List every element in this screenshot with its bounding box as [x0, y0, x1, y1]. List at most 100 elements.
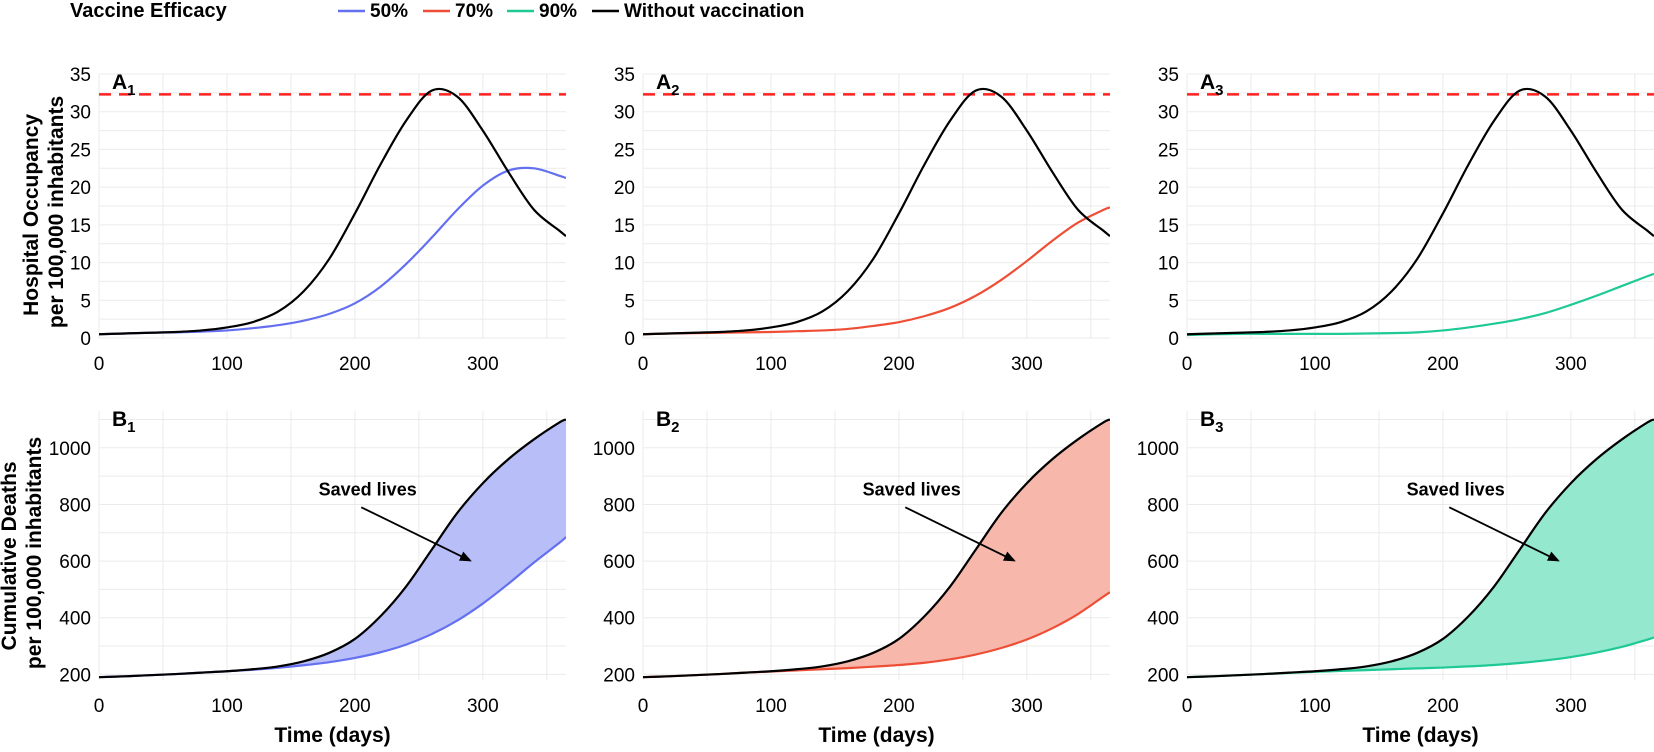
- saved-lives-annotation: Saved lives: [1407, 479, 1505, 499]
- x-tick-label: 100: [211, 354, 243, 375]
- annotation-arrow: [904, 506, 1016, 562]
- x-tick-label: 0: [1182, 696, 1193, 717]
- x-tick-label: 300: [1011, 696, 1043, 717]
- y-tick-label: 5: [1168, 291, 1179, 312]
- y-tick-label: 30: [70, 103, 91, 124]
- y-tick-label: 400: [603, 609, 635, 630]
- panel-letter: A: [1200, 71, 1215, 94]
- legend-title: Vaccine Efficacy: [70, 0, 228, 22]
- x-tick-label: 100: [755, 354, 787, 375]
- legend: Vaccine Efficacy 50% 70% 90% Without vac…: [70, 0, 804, 22]
- y-tick-label: 600: [59, 552, 91, 573]
- panel-a2: 0 100 200 300 0 5 10 15 20 25 30 35 A2: [614, 65, 1110, 375]
- y-tick-label: 25: [1158, 140, 1179, 161]
- y-tick-label: 5: [624, 291, 635, 312]
- series-line-without-vaccination: [1187, 418, 1654, 679]
- panel-subscript: 1: [127, 82, 135, 99]
- y-tick-label: 800: [1147, 495, 1179, 516]
- panel-a3: 0 100 200 300 0 5 10 15 20 25 30 35 A3: [1158, 65, 1654, 375]
- plot-area: [99, 87, 566, 336]
- panel-subscript: 1: [127, 419, 135, 436]
- y-tick-label: 10: [1158, 254, 1179, 275]
- saved-lives-annotation: Saved lives: [863, 479, 961, 499]
- x-tick-label: 300: [1011, 354, 1043, 375]
- panel-b3: 0 100 200 300 200 400 600 800 1000 B3 Saved lives T…: [1137, 408, 1654, 747]
- panel-letter: A: [656, 71, 671, 94]
- panel-subscript: 2: [671, 419, 679, 436]
- y-tick-label: 20: [614, 178, 635, 199]
- series-line-50: [99, 166, 566, 336]
- x-axis-title: Time (days): [274, 724, 390, 747]
- plot-area: [1187, 418, 1654, 679]
- annotation-arrow: [1448, 506, 1560, 562]
- y-axis-title-hospital: Hospital Occupancy per 100,000 inhabitan…: [20, 96, 68, 328]
- y-tick-label: 35: [614, 65, 635, 86]
- x-tick-label: 200: [883, 354, 915, 375]
- panel-label: A1: [112, 71, 136, 99]
- y-tick-label: 800: [603, 495, 635, 516]
- y-tick-label: 15: [614, 216, 635, 237]
- x-tick-label: 100: [1299, 354, 1331, 375]
- y-tick-label: 1000: [1137, 439, 1179, 460]
- y-tick-label: 15: [70, 216, 91, 237]
- y-axis-title-hospital-line1: Hospital Occupancy: [20, 114, 43, 316]
- x-tick-label: 100: [211, 696, 243, 717]
- y-tick-label: 0: [1168, 329, 1179, 350]
- series-line-without-vaccination: [99, 418, 566, 679]
- x-tick-label: 300: [467, 696, 499, 717]
- y-tick-label: 400: [59, 609, 91, 630]
- panel-b2: 0 100 200 300 200 400 600 800 1000 B2 Saved lives T…: [593, 408, 1110, 747]
- panel-letter: B: [656, 408, 671, 431]
- series-line-90: [1187, 272, 1654, 337]
- x-tick-label: 200: [1427, 354, 1459, 375]
- saved-lives-annotation: Saved lives: [319, 479, 417, 499]
- y-axis-title-hospital-line2: per 100,000 inhabitants: [45, 96, 68, 328]
- panel-b1: 0 100 200 300 200 400 600 800 1000 B1 Saved lives T…: [49, 408, 566, 747]
- panel-letter: B: [112, 408, 127, 431]
- y-tick-label: 1000: [49, 439, 91, 460]
- y-tick-label: 200: [603, 665, 635, 686]
- x-tick-label: 300: [1555, 696, 1587, 717]
- annotation-arrow: [360, 506, 472, 562]
- legend-label-50: 50%: [370, 1, 408, 22]
- y-tick-label: 20: [1158, 178, 1179, 199]
- panel-subscript: 3: [1215, 419, 1223, 436]
- y-tick-label: 20: [70, 178, 91, 199]
- x-tick-label: 200: [339, 354, 371, 375]
- y-tick-label: 400: [1147, 609, 1179, 630]
- legend-label-90: 90%: [539, 1, 577, 22]
- gridlines: [98, 73, 566, 339]
- y-tick-label: 10: [614, 254, 635, 275]
- panel-subscript: 3: [1215, 82, 1223, 99]
- series-line-without-vaccination: [643, 87, 1110, 336]
- y-tick-label: 35: [1158, 65, 1179, 86]
- legend-label-70: 70%: [455, 1, 493, 22]
- y-tick-label: 25: [614, 140, 635, 161]
- y-tick-label: 35: [70, 65, 91, 86]
- y-tick-label: 200: [59, 665, 91, 686]
- y-tick-label: 600: [1147, 552, 1179, 573]
- panel-letter: A: [112, 71, 127, 94]
- saved-lives-area: [1187, 419, 1654, 678]
- panel-label: A3: [1200, 71, 1224, 99]
- x-tick-label: 100: [755, 696, 787, 717]
- series-line-without-vaccination: [99, 87, 566, 336]
- x-tick-label: 0: [1182, 354, 1193, 375]
- gridlines: [642, 73, 1110, 339]
- x-tick-label: 300: [467, 354, 499, 375]
- panel-letter: B: [1200, 408, 1215, 431]
- series-line-70: [643, 206, 1110, 336]
- x-tick-label: 200: [339, 696, 371, 717]
- plot-area: [99, 418, 566, 679]
- x-tick-label: 0: [638, 696, 649, 717]
- y-tick-label: 0: [624, 329, 635, 350]
- y-tick-label: 10: [70, 254, 91, 275]
- series-line-without-vaccination: [643, 418, 1110, 679]
- panel-label: B1: [112, 408, 136, 436]
- y-tick-label: 0: [80, 329, 91, 350]
- series-line-without-vaccination: [1187, 87, 1654, 336]
- panel-subscript: 2: [671, 82, 679, 99]
- y-tick-label: 30: [1158, 103, 1179, 124]
